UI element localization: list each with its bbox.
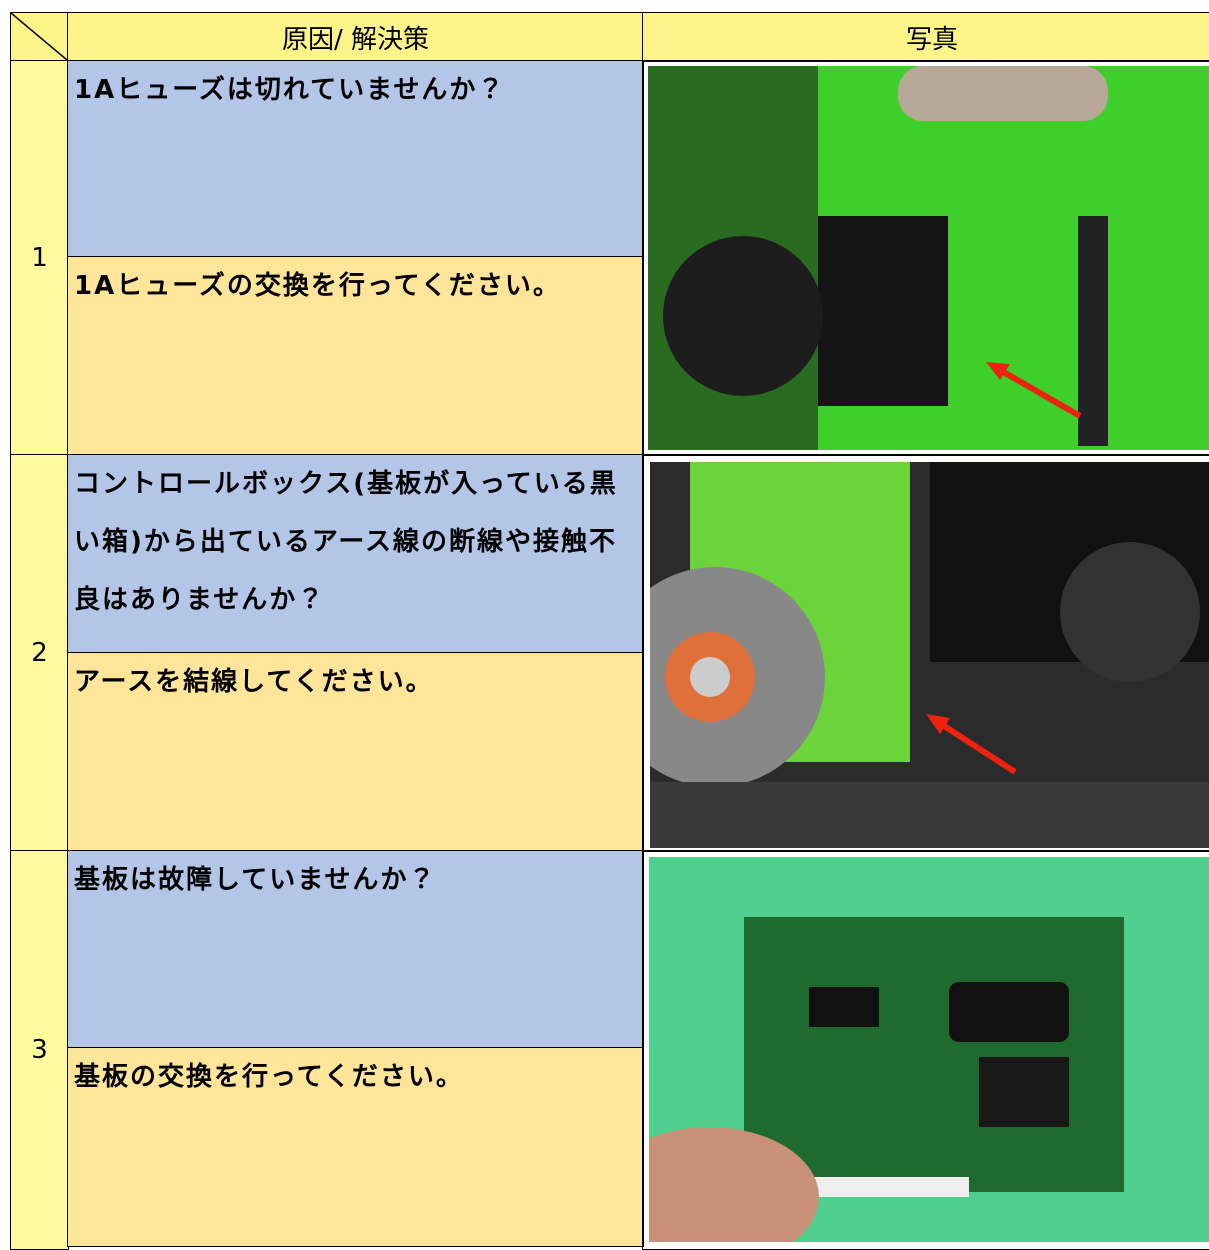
- solution: アースを結線してください。: [67, 652, 644, 852]
- row-number: 3: [10, 850, 69, 1250]
- row-number: 1: [10, 60, 69, 456]
- photo: [649, 857, 1209, 1242]
- solution: 1Aヒューズの交換を行ってください。: [67, 256, 644, 456]
- cause: 1Aヒューズは切れていませんか？: [67, 60, 644, 258]
- photo: [650, 462, 1209, 848]
- corner-cell: [10, 12, 69, 62]
- header-cell: 写真: [642, 12, 1209, 62]
- solution: 基板の交換を行ってください。: [67, 1047, 644, 1247]
- photo-cell: [642, 60, 1209, 456]
- header-cell: 原因/ 解決策: [67, 12, 644, 62]
- row-number: 2: [10, 454, 69, 852]
- photo-cell: [642, 850, 1209, 1250]
- cause: 基板は故障していませんか？: [67, 850, 644, 1049]
- photo: [648, 66, 1209, 450]
- photo-cell: [642, 454, 1209, 852]
- diagonal: [11, 13, 67, 60]
- cause: コントロールボックス(基板が入っている黒い箱)から出ているアース線の断線や接触不…: [67, 454, 644, 654]
